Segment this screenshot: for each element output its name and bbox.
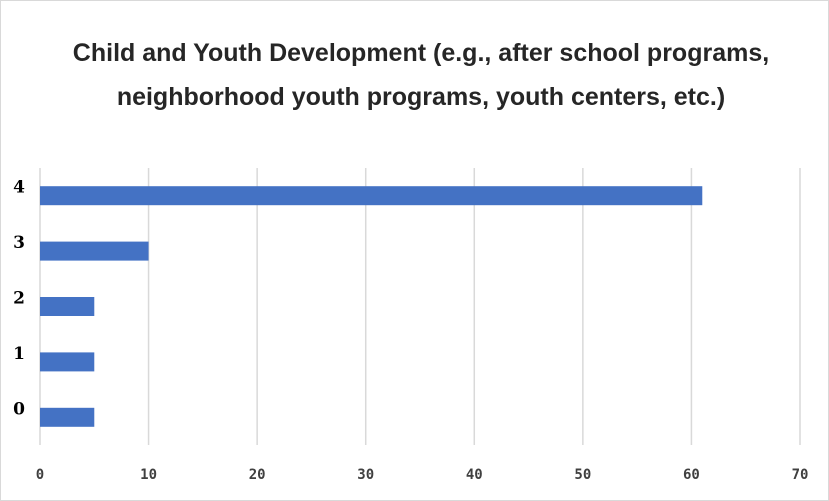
y-tick-label: 4 — [13, 178, 25, 198]
gridlines — [39, 168, 801, 445]
bar-2 — [40, 297, 95, 316]
x-tick-label: 40 — [466, 467, 483, 483]
x-tick-label: 70 — [792, 467, 809, 483]
y-tick-label: 1 — [13, 344, 25, 364]
bar-0 — [40, 407, 95, 427]
x-tick-label: 0 — [36, 467, 44, 483]
bars — [40, 186, 703, 427]
x-axis-tick-labels: 0 10 20 30 40 50 60 70 — [36, 467, 809, 483]
bar-3 — [40, 241, 149, 261]
y-tick-label: 0 — [13, 399, 25, 419]
y-axis-tick-labels: 0 1 2 3 4 — [13, 178, 25, 420]
bar-1 — [40, 352, 95, 372]
chart-title: Child and Youth Development (e.g., after… — [72, 39, 770, 111]
x-tick-label: 60 — [683, 467, 700, 483]
x-tick-label: 30 — [357, 467, 374, 483]
x-tick-label: 20 — [249, 467, 266, 483]
y-tick-label: 2 — [13, 289, 25, 309]
bar-4 — [40, 186, 703, 206]
x-tick-label: 10 — [140, 467, 157, 483]
y-tick-label: 3 — [13, 233, 25, 253]
x-tick-label: 50 — [574, 467, 591, 483]
